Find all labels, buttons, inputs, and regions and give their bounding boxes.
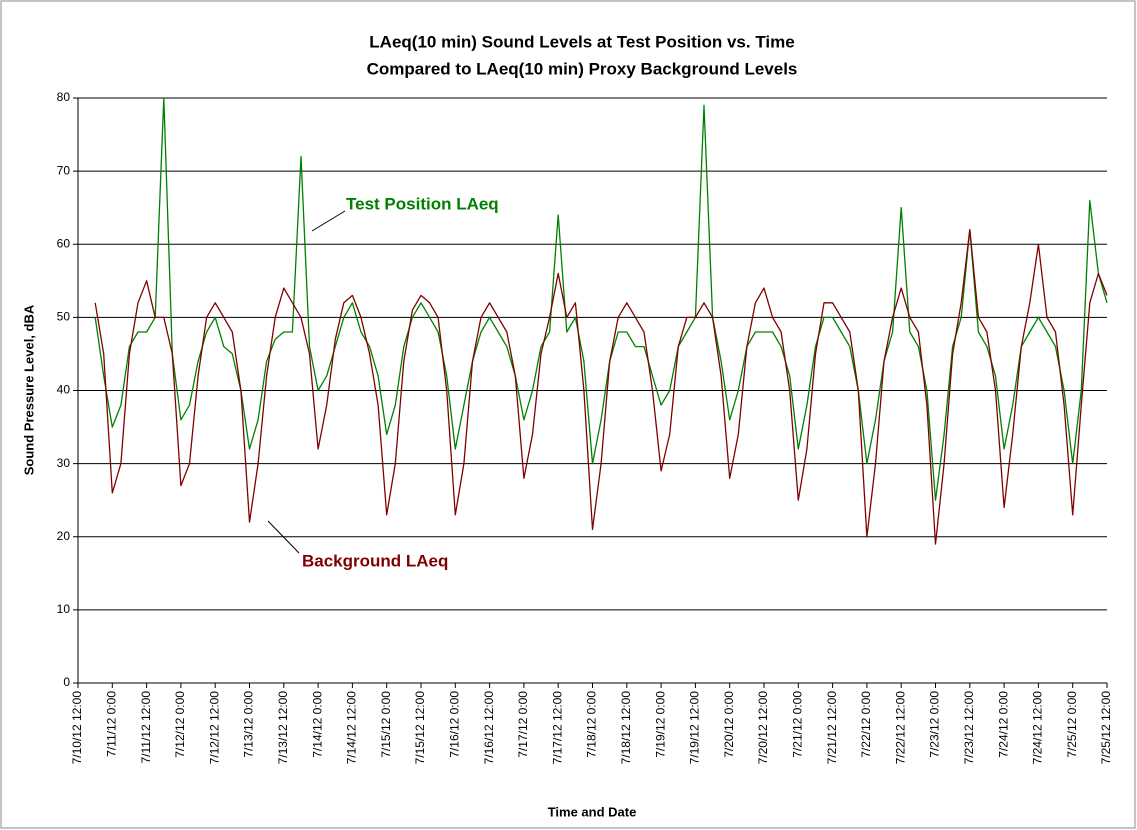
y-axis-title: Sound Pressure Level, dBA (21, 304, 36, 475)
y-tick-label: 60 (57, 236, 71, 250)
x-tick-label: 7/13/12 12:00 (276, 691, 290, 765)
x-tick-label: 7/23/12 12:00 (962, 691, 976, 765)
x-tick-label: 7/11/12 12:00 (139, 691, 153, 764)
series-annotation: Background LAeq (302, 551, 448, 570)
x-tick-label: 7/12/12 12:00 (207, 691, 221, 765)
x-tick-label: 7/15/12 12:00 (413, 691, 427, 765)
x-tick-label: 7/15/12 0:00 (379, 691, 393, 758)
x-tick-label: 7/24/12 0:00 (996, 691, 1010, 758)
y-tick-label: 30 (57, 456, 71, 470)
annotation-leader (311, 210, 346, 232)
chart-title: LAeq(10 min) Sound Levels at Test Positi… (369, 32, 794, 51)
x-tick-label: 7/17/12 0:00 (516, 691, 530, 758)
y-tick-label: 80 (57, 90, 71, 104)
x-tick-label: 7/20/12 0:00 (722, 691, 736, 758)
series-line (94, 97, 1108, 501)
y-tick-label: 50 (57, 310, 71, 324)
x-tick-label: 7/17/12 12:00 (550, 691, 564, 765)
x-tick-label: 7/14/12 12:00 (345, 691, 359, 765)
x-tick-label: 7/13/12 0:00 (242, 691, 256, 758)
x-tick-label: 7/22/12 0:00 (859, 691, 873, 758)
x-tick-label: 7/16/12 12:00 (482, 691, 496, 765)
x-axis-title: Time and Date (548, 804, 637, 819)
x-tick-label: 7/20/12 12:00 (756, 691, 770, 765)
x-tick-label: 7/23/12 0:00 (928, 691, 942, 758)
annotation-leader (267, 520, 300, 554)
x-tick-label: 7/21/12 12:00 (825, 691, 839, 765)
x-tick-label: 7/18/12 0:00 (585, 691, 599, 758)
x-tick-label: 7/10/12 12:00 (70, 691, 84, 765)
x-tick-label: 7/12/12 0:00 (173, 691, 187, 758)
x-tick-label: 7/11/12 0:00 (104, 691, 118, 757)
plot-area: 0 10 20 30 40 50 60 70 80 7/10/12 12:00 7/11/12 0:… (57, 90, 1114, 764)
x-tick-label: 7/21/12 0:00 (790, 691, 804, 758)
series-annotation: Test Position LAeq (346, 194, 499, 213)
x-tick-label: 7/22/12 12:00 (893, 691, 907, 765)
y-tick-label: 10 (57, 602, 71, 616)
x-tick-label: 7/18/12 12:00 (619, 691, 633, 765)
x-tick-label: 7/19/12 12:00 (688, 691, 702, 765)
series-line (94, 228, 1108, 545)
y-tick-label: 20 (57, 529, 71, 543)
chart-subtitle: Compared to LAeq(10 min) Proxy Backgroun… (367, 59, 798, 78)
y-tick-label: 40 (57, 383, 71, 397)
x-tick-label: 7/16/12 0:00 (447, 691, 461, 758)
x-tick-label: 7/19/12 0:00 (653, 691, 667, 758)
y-tick-label: 70 (57, 163, 71, 177)
x-tick-label: 7/25/12 0:00 (1065, 691, 1079, 758)
x-tick-label: 7/14/12 0:00 (310, 691, 324, 758)
x-tick-label: 7/25/12 12:00 (1099, 691, 1113, 765)
x-tick-label: 7/24/12 12:00 (1031, 691, 1045, 765)
y-tick-label: 0 (63, 675, 70, 689)
